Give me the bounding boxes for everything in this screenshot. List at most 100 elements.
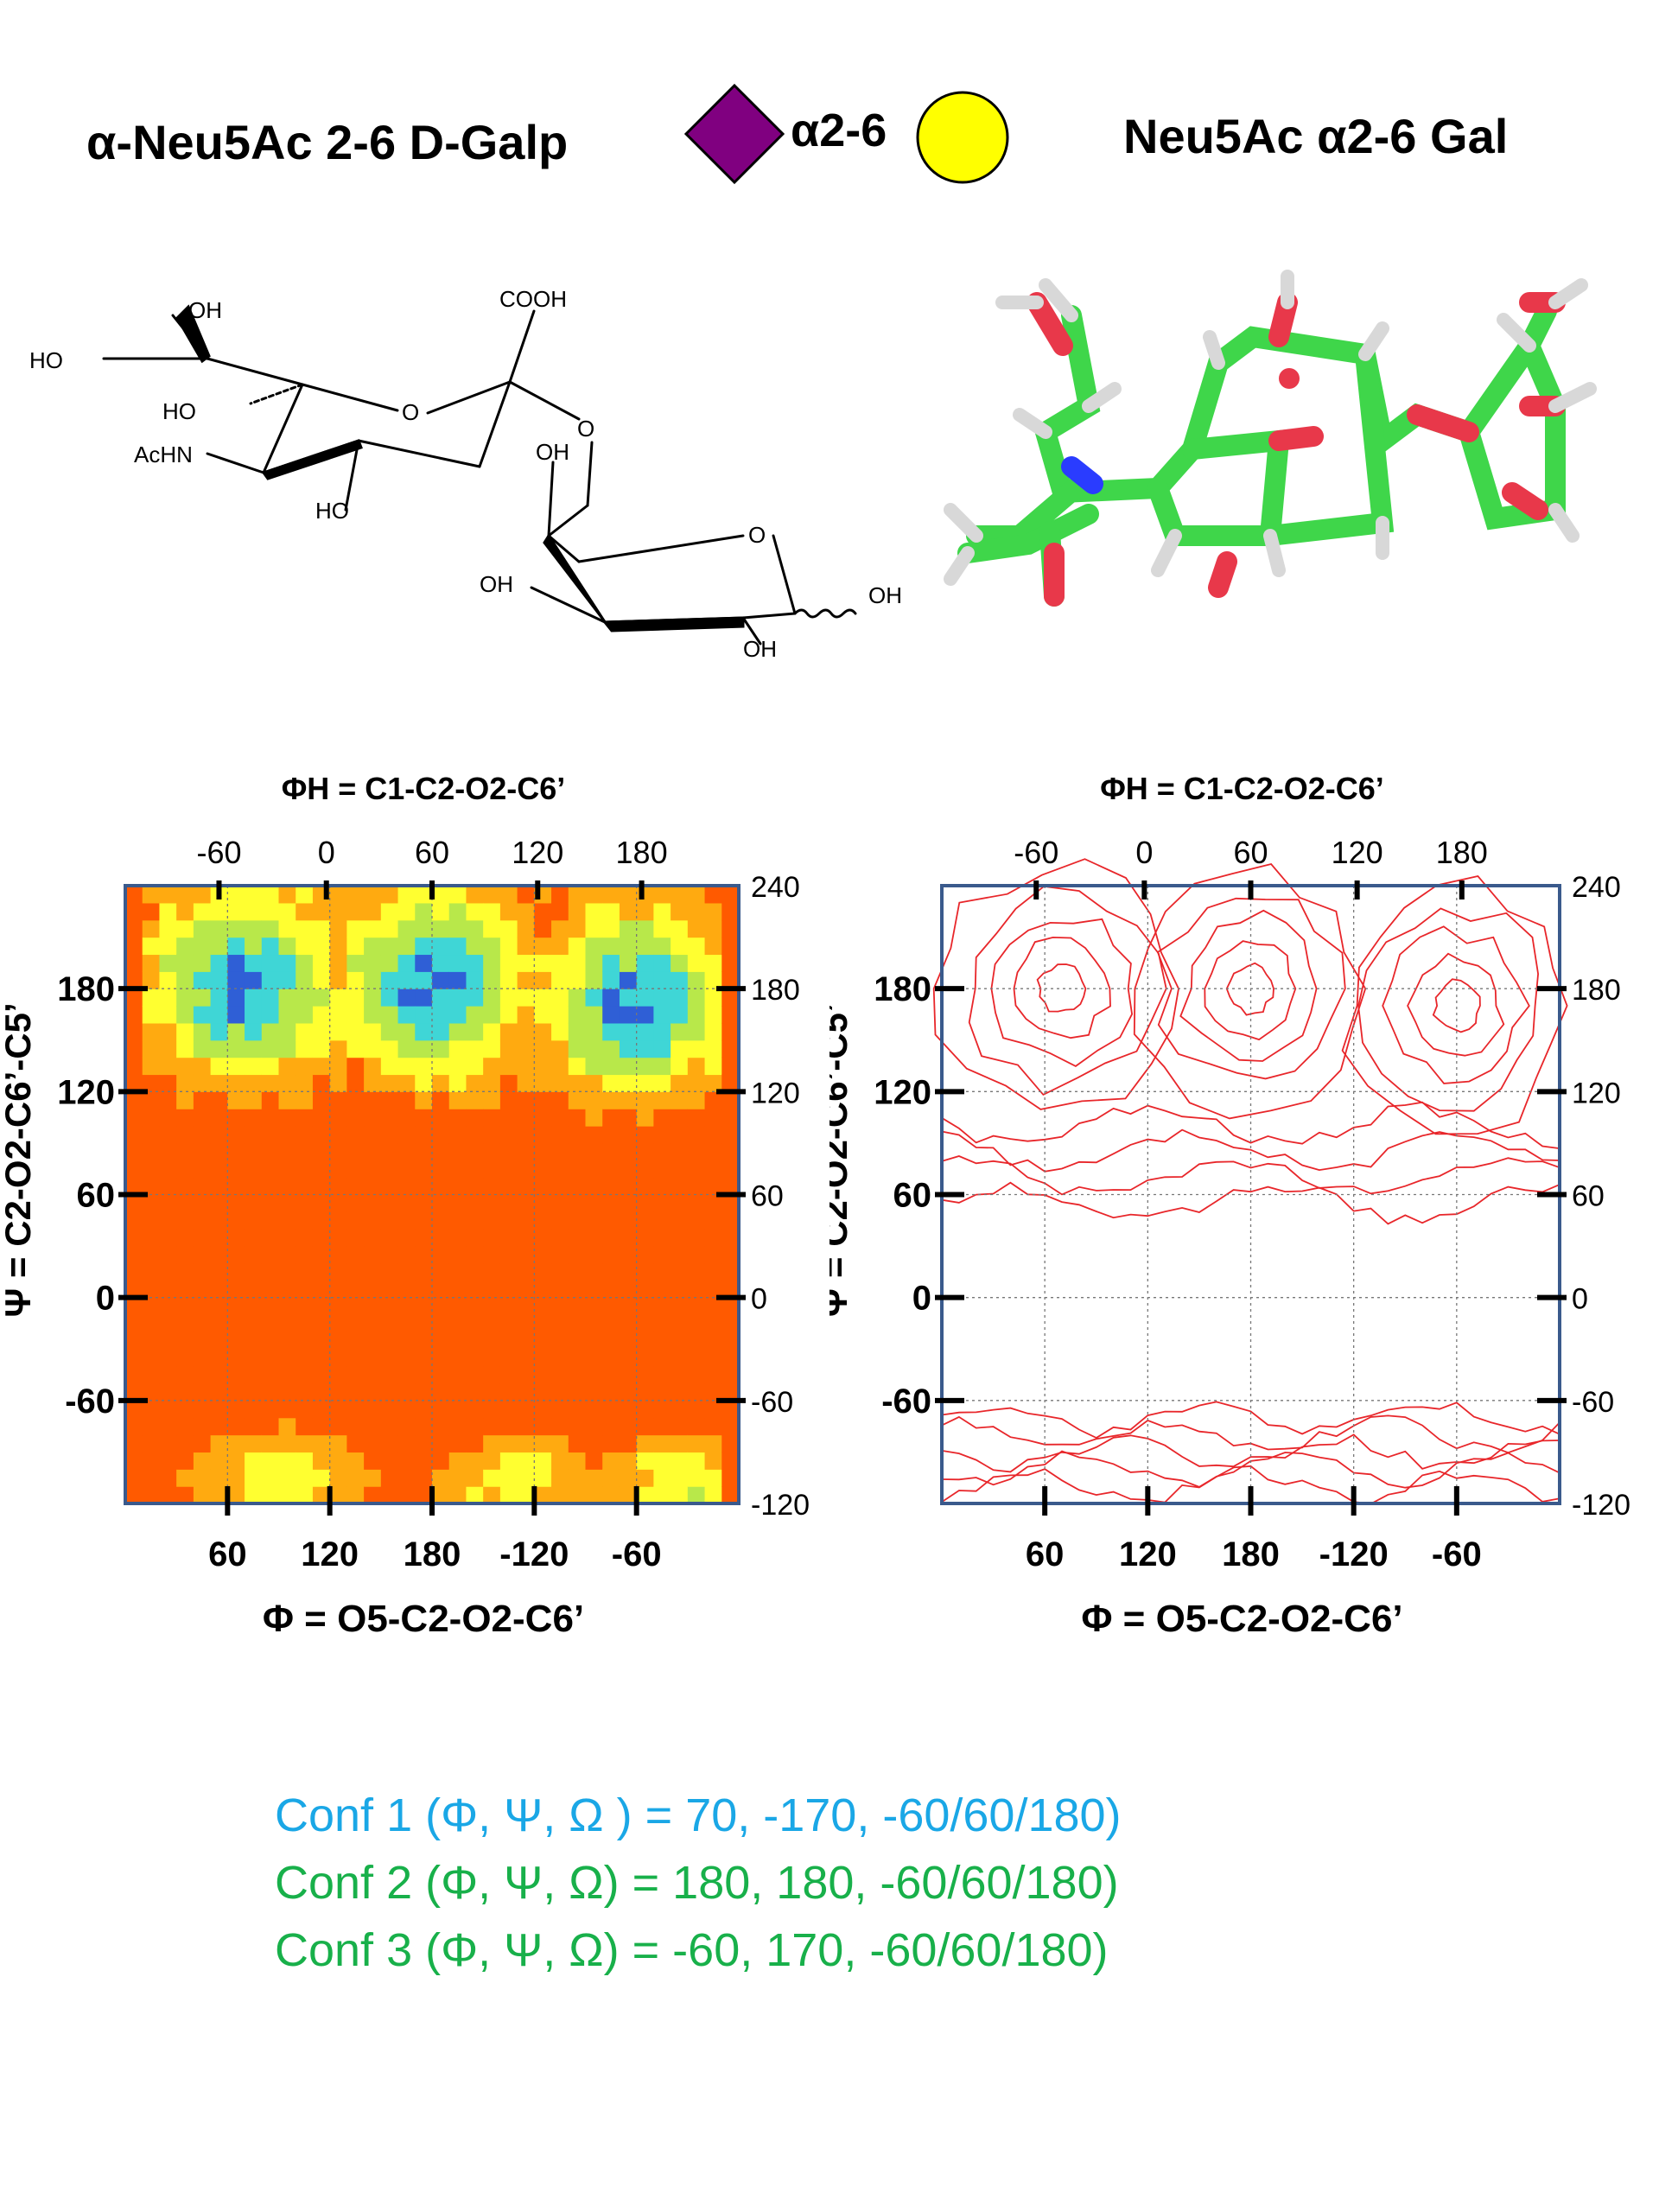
tick-label-left: 180	[57, 970, 115, 1008]
tick-label-top: -60	[196, 835, 241, 870]
heatmap-cell	[602, 1349, 620, 1367]
heatmap-cell	[551, 1469, 569, 1487]
heatmap-cell	[397, 1332, 416, 1350]
heatmap-cell	[397, 1280, 416, 1299]
heatmap-cell	[397, 1091, 416, 1109]
heatmap-cell	[585, 886, 603, 904]
heatmap-cell	[193, 954, 212, 972]
heatmap-cell	[585, 1349, 603, 1367]
heatmap-cell	[227, 1006, 245, 1024]
heatmap-cell	[687, 954, 706, 972]
heatmap-cell	[278, 1022, 296, 1041]
heatmap-cell	[245, 1332, 263, 1350]
heatmap-cell	[585, 1314, 603, 1332]
stick-model-3d	[944, 270, 1597, 607]
heatmap-cell	[432, 1246, 450, 1264]
heatmap-cell	[687, 1332, 706, 1350]
heatmap-cell	[415, 1057, 433, 1076]
heatmap-cell	[296, 1211, 314, 1230]
heatmap-cell	[397, 902, 416, 921]
tick-label-left: -60	[881, 1382, 931, 1421]
heatmap-cell	[415, 937, 433, 956]
heatmap-cell	[329, 1074, 347, 1092]
heatmap-cell	[568, 1091, 587, 1109]
heatmap-cell	[568, 971, 587, 989]
heatmap-cell	[619, 1400, 638, 1419]
heatmap-cell	[432, 1469, 450, 1487]
heatmap-cell	[329, 937, 347, 956]
heatmap-cell	[602, 1022, 620, 1041]
heatmap-cell	[364, 988, 382, 1007]
heatmap-cell	[568, 902, 587, 921]
heatmap-cell	[448, 937, 467, 956]
heatmap-cell	[125, 1452, 143, 1470]
heatmap-cell	[245, 1194, 263, 1212]
tick-label-bottom: 180	[1222, 1535, 1280, 1573]
heatmap-cell	[448, 1142, 467, 1161]
tick-label-right: 180	[1572, 974, 1621, 1007]
heatmap-cell	[329, 1246, 347, 1264]
heatmap-cell	[176, 1262, 194, 1281]
heatmap-cell	[585, 937, 603, 956]
heatmap-cell	[245, 1091, 263, 1109]
heatmap-cell	[585, 1434, 603, 1453]
heatmap-cell	[227, 1366, 245, 1384]
heatmap-cell	[397, 1400, 416, 1419]
heatmap-cell	[671, 1057, 689, 1076]
linkage-label: α2-6	[791, 105, 887, 156]
heatmap-cell	[312, 1074, 331, 1092]
conf-1-text: Conf 1 (Φ, Ψ, Ω ) = 70, -170, -60/60/180…	[275, 1789, 1122, 1841]
heatmap-cell	[636, 971, 654, 989]
heatmap-cell	[176, 1332, 194, 1350]
heatmap-cell	[176, 1382, 194, 1402]
heatmap-cell	[483, 902, 501, 921]
heatmap-cell	[312, 1142, 331, 1161]
heatmap-cell	[125, 1400, 143, 1419]
heatmap-cell	[517, 1262, 535, 1281]
heatmap-cell	[210, 1382, 228, 1402]
heatmap-cell	[721, 1109, 740, 1127]
heatmap-cell	[517, 1229, 535, 1247]
heatmap-cell	[585, 919, 603, 938]
heatmap-cell	[210, 1314, 228, 1332]
heatmap-cell	[415, 1400, 433, 1419]
heatmap-cell	[227, 1452, 245, 1470]
heatmap-cell	[278, 971, 296, 989]
heatmap-cell	[159, 1452, 177, 1470]
heatmap-cell	[159, 1314, 177, 1332]
heatmap-cell	[210, 988, 228, 1007]
heatmap-cell	[671, 1229, 689, 1247]
heatmap-cell	[704, 1332, 722, 1350]
heatmap-cell	[397, 1074, 416, 1092]
heatmap-cell	[517, 1126, 535, 1144]
heatmap-cell	[415, 1469, 433, 1487]
heatmap-cell	[227, 954, 245, 972]
heatmap-cell	[296, 1332, 314, 1350]
heatmap-cell	[534, 1382, 552, 1402]
heatmap-cell	[704, 919, 722, 938]
heatmap-cell	[653, 1246, 671, 1264]
heatmap-cell	[415, 1452, 433, 1470]
heatmap-cell	[448, 1246, 467, 1264]
heatmap-cell	[534, 1006, 552, 1024]
heatmap-cell	[687, 1211, 706, 1230]
heatmap-cell	[210, 1057, 228, 1076]
heatmap-cell	[415, 1039, 433, 1058]
heatmap-cell	[193, 1400, 212, 1419]
heatmap-cell	[619, 1126, 638, 1144]
heatmap-cell	[296, 1349, 314, 1367]
heatmap-cell	[585, 902, 603, 921]
heatmap-cell	[721, 1039, 740, 1058]
heatmap-cell	[653, 1332, 671, 1350]
heatmap-cell	[142, 1057, 161, 1076]
heatmap-cell	[176, 1400, 194, 1419]
heatmap-cell	[551, 1486, 569, 1504]
heatmap-cell	[534, 1211, 552, 1230]
heatmap-cell	[619, 886, 638, 904]
heatmap-cell	[364, 937, 382, 956]
tick-label-top: 0	[1135, 835, 1153, 870]
heatmap-cell	[704, 1211, 722, 1230]
heatmap-cell	[176, 1160, 194, 1179]
heatmap-cell	[721, 1211, 740, 1230]
heatmap-cell	[704, 971, 722, 989]
